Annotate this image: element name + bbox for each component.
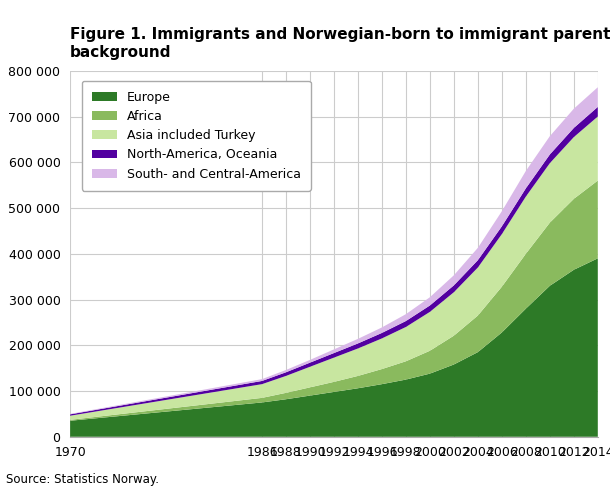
Text: Source: Statistics Norway.: Source: Statistics Norway. (6, 472, 159, 486)
Legend: Europe, Africa, Asia included Turkey, North-America, Oceania, South- and Central: Europe, Africa, Asia included Turkey, No… (82, 81, 310, 191)
Text: Figure 1. Immigrants and Norwegian-born to immigrant parents, by country
backgro: Figure 1. Immigrants and Norwegian-born … (70, 27, 610, 60)
